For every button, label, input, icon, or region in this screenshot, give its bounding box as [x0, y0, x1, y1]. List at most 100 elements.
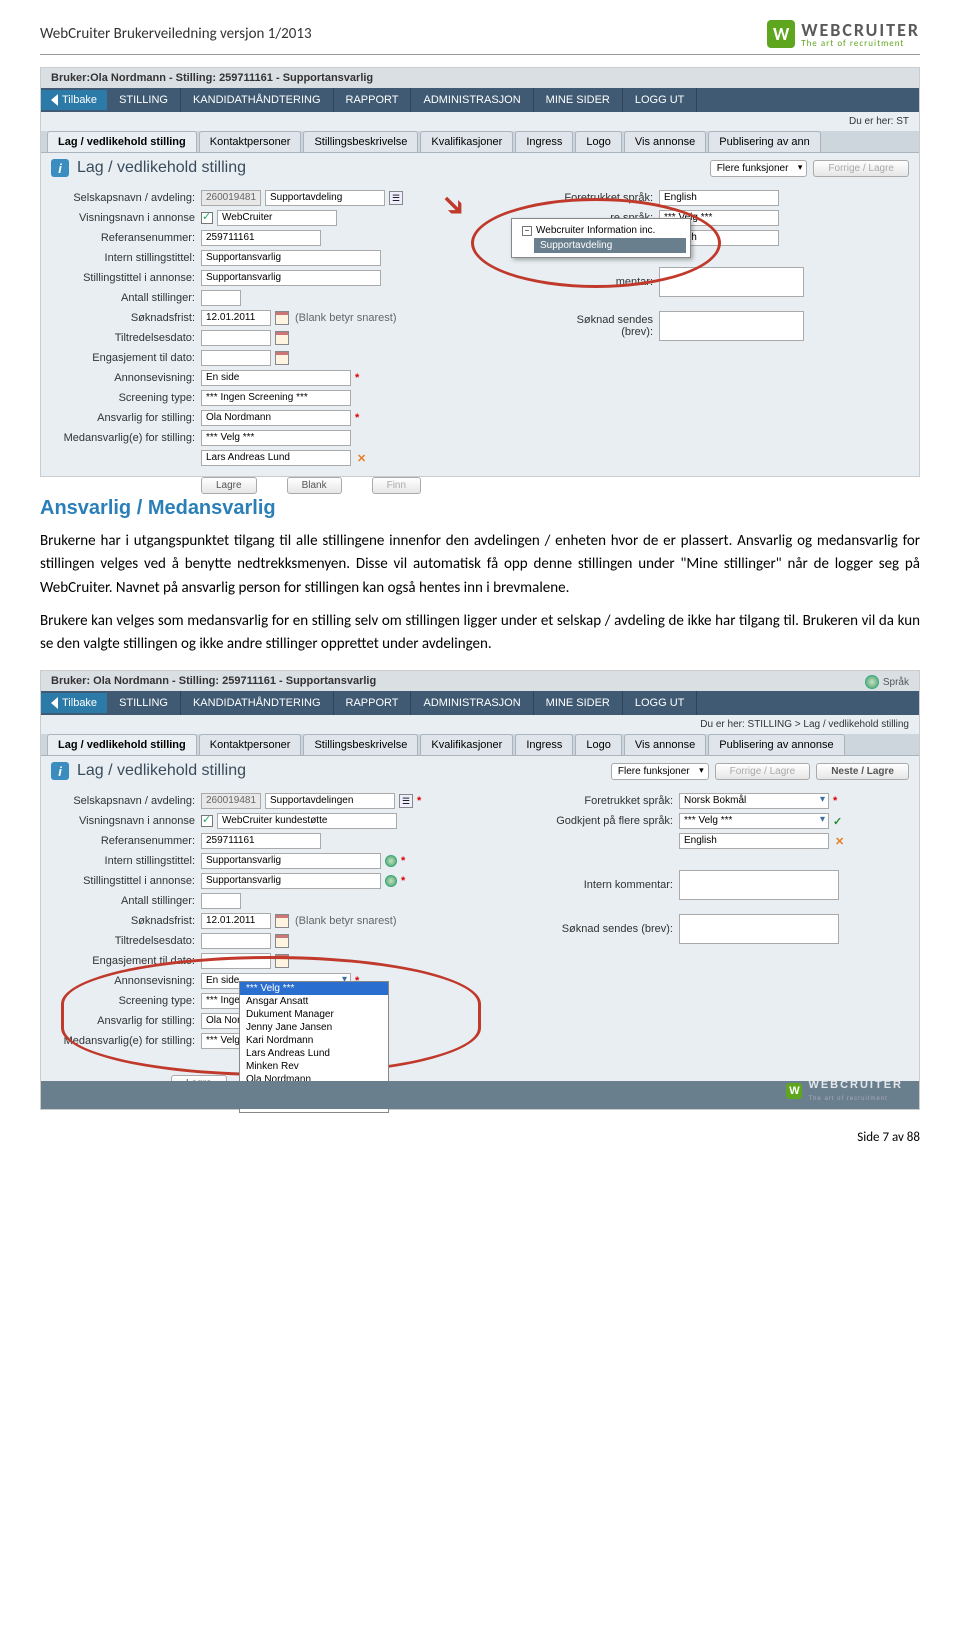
godkj-select[interactable]: *** Velg ***	[679, 813, 829, 829]
frist-input[interactable]: 12.01.2011	[201, 913, 271, 929]
engasj-input[interactable]	[201, 350, 271, 366]
tab-vis-annonse[interactable]: Vis annonse	[624, 131, 706, 152]
delete-icon[interactable]: ✕	[835, 835, 844, 848]
prev-save-button[interactable]: Forrige / Lagre	[715, 763, 811, 780]
tab-kvalifikasjoner[interactable]: Kvalifikasjoner	[420, 131, 513, 152]
menu-kandidat[interactable]: KANDIDATHÅNDTERING	[181, 88, 334, 112]
menu-logg-ut[interactable]: LOGG UT	[623, 691, 698, 715]
list-item[interactable]: Dukument Manager	[240, 1008, 388, 1021]
list-item[interactable]: Lars Andreas Lund	[240, 1047, 388, 1060]
tab-stillingsbeskrivelse[interactable]: Stillingsbeskrivelse	[303, 734, 418, 755]
next-save-button[interactable]: Neste / Lagre	[816, 763, 909, 780]
refnr-input[interactable]: 259711161	[201, 833, 321, 849]
calendar-icon[interactable]	[275, 954, 289, 968]
main-menubar: Tilbake STILLING KANDIDATHÅNDTERING RAPP…	[41, 691, 919, 715]
ikomm-input[interactable]	[679, 870, 839, 900]
tab-kontaktpersoner[interactable]: Kontaktpersoner	[199, 131, 302, 152]
kommentar-input[interactable]	[659, 267, 804, 297]
menu-mine-sider[interactable]: MINE SIDER	[534, 691, 623, 715]
tree-picker-icon[interactable]: ☰	[399, 794, 413, 808]
label-selskap: Selskapsnavn / avdeling:	[51, 795, 201, 807]
calendar-icon[interactable]	[275, 914, 289, 928]
list-item[interactable]: Ansgar Ansatt	[240, 995, 388, 1008]
fspraak-select[interactable]: Norsk Bokmål	[679, 793, 829, 809]
ansvar-select[interactable]: Ola Nordmann	[201, 410, 351, 426]
menu-rapport[interactable]: RAPPORT	[334, 88, 412, 112]
required-asterisk: *	[417, 795, 421, 807]
intern-input[interactable]: Supportansvarlig	[201, 250, 381, 266]
tab-lag-vedlikehold[interactable]: Lag / vedlikehold stilling	[47, 734, 197, 755]
tiltred-input[interactable]	[201, 933, 271, 949]
medansv-select[interactable]: *** Velg ***	[201, 430, 351, 446]
back-button[interactable]: Tilbake	[41, 693, 107, 713]
tiltred-input[interactable]	[201, 330, 271, 346]
delete-icon[interactable]: ✕	[357, 452, 366, 465]
footer-logo: W WEBCRUITERThe art of recruitment	[786, 1079, 903, 1103]
menu-kandidat[interactable]: KANDIDATHÅNDTERING	[181, 691, 334, 715]
annvis-select[interactable]: En side	[201, 370, 351, 386]
language-switch[interactable]: Språk	[865, 675, 909, 689]
brev-input[interactable]	[659, 311, 804, 341]
tab-lag-vedlikehold[interactable]: Lag / vedlikehold stilling	[47, 131, 197, 152]
menu-stilling[interactable]: STILLING	[107, 691, 181, 715]
menu-logg-ut[interactable]: LOGG UT	[623, 88, 698, 112]
calendar-icon[interactable]	[275, 311, 289, 325]
tab-kvalifikasjoner[interactable]: Kvalifikasjoner	[420, 734, 513, 755]
tab-logo[interactable]: Logo	[575, 734, 621, 755]
tab-ingress[interactable]: Ingress	[515, 131, 573, 152]
tab-publisering[interactable]: Publisering av ann	[708, 131, 821, 152]
selskap-name-input[interactable]: Supportavdeling	[265, 190, 385, 206]
visning-checkbox[interactable]	[201, 212, 213, 224]
brev-input[interactable]	[679, 914, 839, 944]
list-item[interactable]: *** Velg ***	[240, 982, 388, 995]
fspraak-input[interactable]: English	[659, 190, 779, 206]
collapse-icon[interactable]: −	[522, 226, 532, 236]
tab-ingress[interactable]: Ingress	[515, 734, 573, 755]
back-button[interactable]: Tilbake	[41, 90, 107, 110]
finn-button[interactable]: Finn	[372, 477, 421, 494]
menu-admin[interactable]: ADMINISTRASJON	[411, 691, 533, 715]
tree-child[interactable]: Supportavdeling	[540, 240, 612, 251]
tittel-input[interactable]: Supportansvarlig	[201, 270, 381, 286]
calendar-icon[interactable]	[275, 934, 289, 948]
prev-save-button[interactable]: Forrige / Lagre	[813, 160, 909, 177]
antall-input[interactable]	[201, 893, 241, 909]
calendar-icon[interactable]	[275, 331, 289, 345]
blank-button[interactable]: Blank	[287, 477, 342, 494]
menu-admin[interactable]: ADMINISTRASJON	[411, 88, 533, 112]
engasj-input[interactable]	[201, 953, 271, 969]
selskap-name-input[interactable]: Supportavdelingen	[265, 793, 395, 809]
antall-input[interactable]	[201, 290, 241, 306]
tree-parent[interactable]: Webcruiter Information inc.	[536, 225, 655, 236]
more-functions-dropdown[interactable]: Flere funksjoner	[611, 763, 709, 780]
tab-stillingsbeskrivelse[interactable]: Stillingsbeskrivelse	[303, 131, 418, 152]
screen-select[interactable]: *** Ingen Screening ***	[201, 390, 351, 406]
menu-rapport[interactable]: RAPPORT	[334, 691, 412, 715]
more-functions-dropdown[interactable]: Flere funksjoner	[710, 160, 808, 177]
list-item[interactable]: Minken Rev	[240, 1060, 388, 1073]
intern-input[interactable]: Supportansvarlig	[201, 853, 381, 869]
globe-icon[interactable]	[385, 855, 397, 867]
visning-checkbox[interactable]	[201, 815, 213, 827]
list-item[interactable]: Kari Nordmann	[240, 1034, 388, 1047]
check-icon[interactable]: ✓	[833, 815, 842, 828]
tab-vis-annonse[interactable]: Vis annonse	[624, 734, 706, 755]
menu-stilling[interactable]: STILLING	[107, 88, 181, 112]
tittel-input[interactable]: Supportansvarlig	[201, 873, 381, 889]
tab-logo[interactable]: Logo	[575, 131, 621, 152]
lagre-button[interactable]: Lagre	[201, 477, 257, 494]
calendar-icon[interactable]	[275, 351, 289, 365]
frist-input[interactable]: 12.01.2011	[201, 310, 271, 326]
visning-input[interactable]: WebCruiter	[217, 210, 337, 226]
tree-picker-icon[interactable]: ☰	[389, 191, 403, 205]
main-menubar: Tilbake STILLING KANDIDATHÅNDTERING RAPP…	[41, 88, 919, 112]
visning-input[interactable]: WebCruiter kundestøtte	[217, 813, 397, 829]
screenshot-2: Språk Bruker: Ola Nordmann - Stilling: 2…	[40, 670, 920, 1110]
tab-publisering[interactable]: Publisering av annonse	[708, 734, 844, 755]
list-item[interactable]: Jenny Jane Jansen	[240, 1021, 388, 1034]
panel-title: Lag / vedlikehold stilling	[77, 159, 246, 177]
globe-icon[interactable]	[385, 875, 397, 887]
refnr-input[interactable]: 259711161	[201, 230, 321, 246]
tab-kontaktpersoner[interactable]: Kontaktpersoner	[199, 734, 302, 755]
menu-mine-sider[interactable]: MINE SIDER	[534, 88, 623, 112]
